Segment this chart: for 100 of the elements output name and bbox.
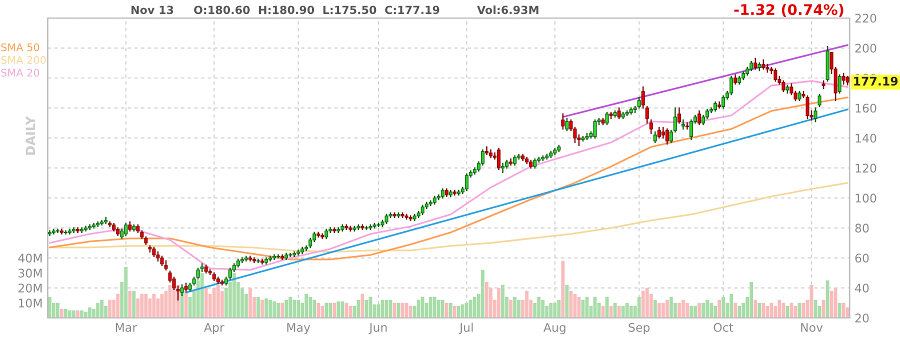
candlestick [653, 131, 657, 144]
text: Nov 13 [132, 6, 174, 14]
candlestick [782, 80, 786, 92]
bar [734, 302, 738, 318]
y2-tick-label: 10M [18, 298, 42, 308]
bar [501, 284, 504, 318]
bar [770, 302, 774, 318]
bar [641, 290, 645, 318]
x-tick-label: Apr [204, 323, 224, 334]
bar [653, 300, 657, 318]
bar [96, 302, 100, 318]
y-tick-label: 60 [855, 254, 869, 263]
bar [292, 300, 296, 318]
bar [669, 296, 673, 318]
candlestick [484, 146, 488, 156]
bar [541, 300, 545, 318]
bar [420, 296, 424, 318]
bar [264, 298, 268, 318]
bar [754, 300, 758, 318]
bar [68, 310, 72, 318]
candlestick [718, 101, 722, 109]
bar [436, 300, 440, 318]
bar [276, 302, 280, 318]
y2-tick-label: 30M [18, 268, 42, 278]
text: -1.32 (0.74%) [734, 4, 844, 17]
bar [404, 302, 408, 318]
bar [312, 300, 316, 318]
bar [460, 304, 464, 318]
bar [682, 300, 685, 318]
bar [416, 300, 420, 318]
bar [694, 306, 697, 318]
bar [706, 300, 709, 318]
bar [64, 308, 68, 318]
bar [722, 296, 726, 318]
bar [232, 272, 236, 318]
x-tick-label: Oct [714, 322, 734, 332]
candlestick [661, 126, 665, 139]
bar [444, 302, 448, 318]
x-tick-label: Nov [801, 323, 823, 332]
bar [485, 282, 488, 318]
text: SMA 50 [1, 43, 40, 52]
candlestick [64, 230, 68, 235]
y-tick-label: 100 [856, 194, 876, 203]
bar [553, 302, 557, 318]
x-tick-label: May [287, 323, 310, 334]
candlestick [501, 162, 505, 174]
candlestick [104, 216, 108, 224]
candlestick [464, 173, 468, 192]
bar [200, 272, 204, 318]
bar [525, 290, 529, 318]
candlestick [806, 95, 810, 120]
x-tick-label: Sep [628, 322, 650, 334]
bar [645, 288, 649, 318]
bar [718, 300, 721, 318]
bar [440, 300, 444, 318]
candlestick [677, 107, 681, 124]
bar [408, 306, 412, 318]
bar [256, 296, 260, 318]
bar [629, 306, 633, 318]
bar [328, 302, 332, 318]
candlestick [681, 119, 685, 130]
candlestick [685, 122, 689, 130]
candlestick [196, 268, 200, 280]
bar [140, 294, 144, 318]
bar [288, 296, 292, 318]
bar [677, 302, 681, 318]
candlestick [561, 113, 565, 130]
bar [148, 298, 152, 318]
candlestick [842, 72, 846, 85]
bar [88, 307, 92, 318]
bar [344, 302, 348, 318]
candlestick [593, 119, 597, 139]
text: Vol:6.93M [477, 6, 538, 14]
bar [842, 302, 846, 318]
bar [324, 302, 328, 318]
bar [280, 302, 284, 318]
bar [248, 288, 252, 318]
bar [72, 310, 76, 318]
bar [665, 300, 669, 318]
bar [356, 300, 360, 318]
y-tick-label: 20 [855, 314, 869, 323]
bar [698, 302, 701, 318]
bar [308, 296, 312, 318]
text: SMA 200 [1, 56, 46, 64]
bar [360, 294, 364, 318]
bar [513, 296, 517, 318]
candlestick [790, 83, 794, 96]
y-tick-label: 140 [856, 134, 876, 143]
bar [469, 300, 472, 318]
bar [132, 290, 136, 318]
bar [537, 296, 541, 318]
candlestick [645, 106, 649, 124]
bar [762, 302, 766, 318]
candlestick [818, 94, 822, 108]
candlestick [754, 58, 758, 70]
bar [657, 302, 661, 318]
bar [464, 302, 468, 318]
bar [557, 300, 561, 318]
bar [124, 266, 128, 318]
bar [100, 300, 104, 318]
